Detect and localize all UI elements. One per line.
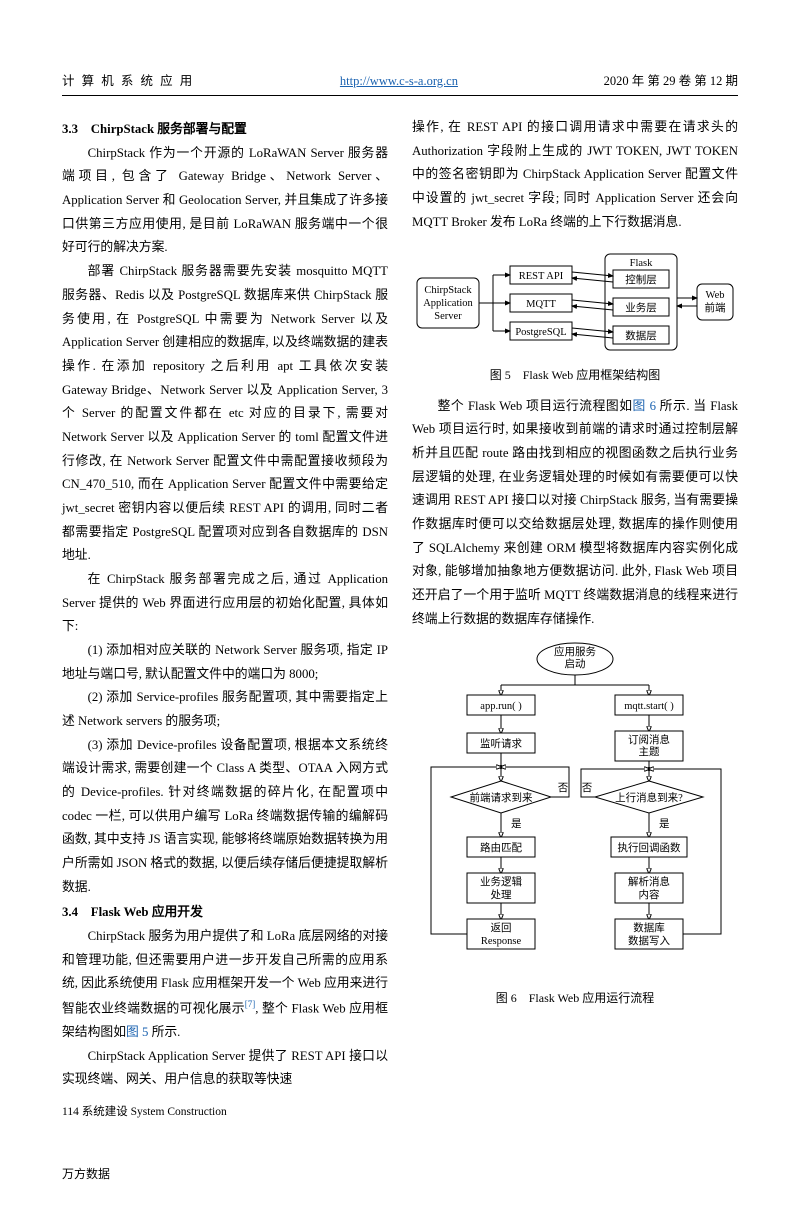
svg-text:内容: 内容 bbox=[639, 888, 660, 901]
heading-3-3: 3.3 ChirpStack 服务部署与配置 bbox=[62, 118, 388, 142]
list-item: (3) 添加 Device-profiles 设备配置项, 根据本文系统终端设计… bbox=[62, 734, 388, 900]
list-item: (1) 添加相对应关联的 Network Server 服务项, 指定 IP 地… bbox=[62, 639, 388, 686]
svg-text:app.run( ): app.run( ) bbox=[480, 701, 522, 712]
svg-text:业务逻辑: 业务逻辑 bbox=[480, 875, 522, 888]
svg-text:否: 否 bbox=[582, 782, 593, 794]
svg-text:主题: 主题 bbox=[639, 746, 660, 758]
svg-text:路由匹配: 路由匹配 bbox=[480, 841, 522, 854]
svg-text:处理: 处理 bbox=[491, 889, 512, 901]
list-item: (2) 添加 Service-profiles 服务配置项, 其中需要指定上述 … bbox=[62, 686, 388, 733]
svg-text:REST API: REST API bbox=[519, 271, 564, 282]
heading-3-4: 3.4 Flask Web 应用开发 bbox=[62, 901, 388, 925]
svg-text:数据库: 数据库 bbox=[633, 921, 665, 934]
paragraph: ChirpStack 服务为用户提供了和 LoRa 底层网络的对接和管理功能, … bbox=[62, 925, 388, 1045]
paragraph: ChirpStack Application Server 提供了 REST A… bbox=[62, 1045, 388, 1092]
svg-text:Flask: Flask bbox=[630, 258, 654, 269]
svg-text:是: 是 bbox=[511, 818, 522, 830]
svg-text:上行消息到来?: 上行消息到来? bbox=[615, 791, 683, 804]
figure-6-caption: 图 6 Flask Web 应用运行流程 bbox=[412, 987, 738, 1009]
paragraph: ChirpStack 作为一个开源的 LoRaWAN Server 服务器端项目… bbox=[62, 142, 388, 260]
paragraph: 在 ChirpStack 服务部署完成之后, 通过 Application Se… bbox=[62, 568, 388, 639]
svg-text:否: 否 bbox=[558, 782, 569, 794]
svg-text:数据写入: 数据写入 bbox=[628, 934, 670, 947]
page-header: 计 算 机 系 统 应 用 http://www.c-s-a.org.cn 20… bbox=[62, 70, 738, 96]
svg-text:订阅消息: 订阅消息 bbox=[628, 733, 670, 746]
fig6-link[interactable]: 图 6 bbox=[633, 399, 656, 413]
svg-text:数据层: 数据层 bbox=[625, 329, 657, 342]
svg-text:前端请求到来: 前端请求到来 bbox=[470, 791, 533, 804]
svg-text:Application: Application bbox=[423, 298, 473, 309]
svg-text:执行回调函数: 执行回调函数 bbox=[618, 841, 681, 854]
figure-5-caption: 图 5 Flask Web 应用框架结构图 bbox=[412, 364, 738, 386]
svg-text:是: 是 bbox=[659, 818, 670, 830]
fig5-link[interactable]: 图 5 bbox=[126, 1025, 148, 1039]
svg-text:控制层: 控制层 bbox=[625, 273, 657, 286]
svg-text:应用服务: 应用服务 bbox=[554, 645, 596, 658]
paragraph: 操作, 在 REST API 的接口调用请求中需要在请求头的 Authoriza… bbox=[412, 116, 738, 234]
svg-text:返回: 返回 bbox=[491, 922, 512, 934]
svg-text:前端: 前端 bbox=[705, 301, 726, 314]
svg-text:ChirpStack: ChirpStack bbox=[424, 285, 472, 296]
svg-text:监听请求: 监听请求 bbox=[480, 737, 522, 750]
paragraph: 整个 Flask Web 项目运行流程图如图 6 所示. 当 Flask Web… bbox=[412, 395, 738, 632]
svg-text:mqtt.start( ): mqtt.start( ) bbox=[624, 701, 674, 712]
svg-text:业务层: 业务层 bbox=[625, 301, 657, 314]
svg-text:启动: 启动 bbox=[565, 657, 586, 670]
page-footer: 114 系统建设 System Construction bbox=[62, 1102, 738, 1123]
ref-link[interactable]: [7] bbox=[245, 999, 256, 1009]
svg-text:解析消息: 解析消息 bbox=[628, 875, 670, 888]
figure-6: 应用服务 启动 app.run( ) mqtt.start( ) bbox=[412, 641, 738, 981]
figure-5: ChirpStack Application Server REST API M… bbox=[412, 248, 738, 358]
header-journal: 计 算 机 系 统 应 用 bbox=[62, 70, 194, 93]
paragraph: 部署 ChirpStack 服务器需要先安装 mosquitto MQTT 服务… bbox=[62, 260, 388, 568]
header-link[interactable]: http://www.c-s-a.org.cn bbox=[340, 70, 458, 93]
svg-text:PostgreSQL: PostgreSQL bbox=[515, 327, 566, 338]
wanfang-watermark: 万方数据 bbox=[62, 1163, 738, 1185]
header-issue: 2020 年 第 29 卷 第 12 期 bbox=[604, 70, 738, 93]
svg-text:Server: Server bbox=[434, 311, 462, 322]
column-left: 3.3 ChirpStack 服务部署与配置 ChirpStack 作为一个开源… bbox=[62, 116, 388, 1092]
svg-text:Response: Response bbox=[481, 936, 522, 947]
column-right: 操作, 在 REST API 的接口调用请求中需要在请求头的 Authoriza… bbox=[412, 116, 738, 1092]
svg-text:Web: Web bbox=[706, 290, 725, 301]
svg-text:MQTT: MQTT bbox=[526, 299, 556, 310]
